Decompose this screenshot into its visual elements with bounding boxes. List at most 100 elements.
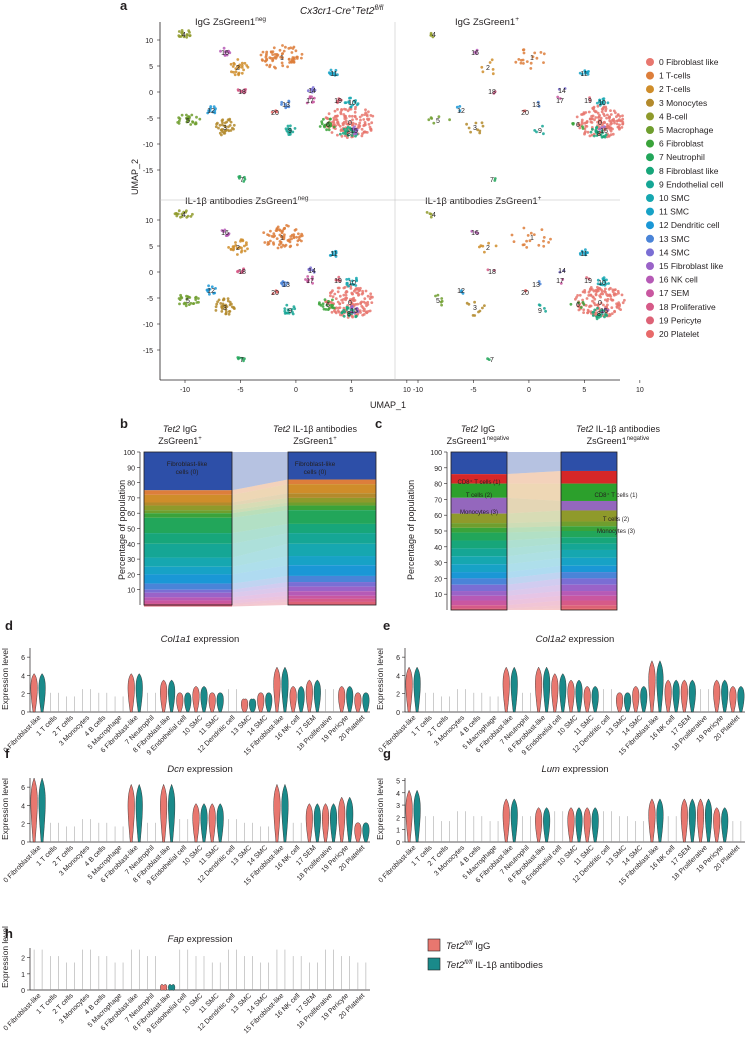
umap-point (603, 125, 606, 128)
umap-point (600, 129, 604, 133)
umap-point (184, 302, 188, 305)
umap-point (280, 230, 284, 234)
umap-point (357, 293, 361, 296)
stack-segment (288, 510, 376, 524)
umap-point (488, 61, 492, 64)
umap-cluster-number: 5 (436, 118, 440, 125)
umap-point (327, 112, 331, 116)
umap-point (194, 295, 198, 299)
stack-segment (451, 474, 507, 484)
violin-tick-label: 4 (396, 791, 400, 798)
umap-point (285, 224, 288, 227)
umap-legend-label: 19 Pericyte (659, 315, 702, 325)
umap-point (359, 301, 363, 305)
umap-point (285, 311, 288, 315)
stack-tick-label: 30 (434, 561, 442, 568)
stack-tick-label: 80 (127, 481, 135, 488)
umap-cluster-number: 10 (348, 100, 356, 107)
umap-point (311, 281, 314, 285)
stack-segment (451, 523, 507, 528)
stack-flow (507, 470, 561, 484)
umap-point (606, 309, 610, 312)
umap-cluster-number: 10 (598, 280, 606, 287)
umap-point (342, 308, 346, 312)
panel-c-left-title: Tet2 IgG (461, 424, 495, 434)
umap-point (437, 115, 441, 119)
umap-point (549, 237, 552, 241)
umap-legend-dot (646, 262, 654, 270)
umap-point (291, 310, 294, 314)
umap-point (342, 306, 346, 310)
umap-cluster-number: 2 (486, 65, 490, 72)
stack-segment (561, 483, 617, 501)
stack-flow (232, 556, 288, 575)
umap-point (322, 307, 326, 311)
umap-point (601, 283, 604, 287)
stack-segment (561, 510, 617, 522)
umap-point (598, 127, 602, 131)
violin-tick-label: 0 (396, 710, 400, 717)
umap-point (223, 121, 227, 125)
umap-point (621, 117, 625, 121)
umap-point (581, 298, 584, 302)
stack-flow (232, 591, 288, 601)
umap-x-tick-label: 0 (527, 387, 531, 394)
umap-cluster-number: 12 (207, 108, 215, 115)
stack-segment (288, 497, 376, 503)
umap-point (238, 176, 241, 180)
umap-point (576, 304, 580, 308)
umap-point (345, 290, 349, 294)
umap-point (231, 248, 235, 252)
violin-shape (176, 692, 184, 713)
umap-point (425, 211, 429, 214)
violin-shape (281, 783, 289, 843)
umap-point (351, 126, 355, 130)
stack-tick-label: 40 (127, 542, 135, 549)
umap-point (594, 311, 598, 315)
umap-point (347, 284, 350, 288)
umap-point (601, 131, 604, 135)
stack-tick-label: 50 (127, 527, 135, 534)
umap-main-title: Cx3cr1-Cre+Tet2fl/fl (300, 5, 384, 17)
umap-y-tick-label: 5 (149, 64, 153, 71)
umap-point (517, 58, 521, 61)
umap-y-tick-label: -5 (147, 296, 153, 303)
umap-point (429, 116, 433, 119)
umap-point (218, 123, 222, 127)
violin-shape (362, 692, 370, 713)
umap-point (282, 227, 286, 231)
stack-border (450, 451, 508, 611)
umap-point (353, 107, 357, 111)
umap-point (296, 243, 299, 247)
violin-title-gene: Col1a2 (536, 634, 567, 645)
umap-point (458, 109, 462, 113)
umap-point (336, 121, 339, 125)
umap-point (189, 215, 193, 218)
violin-shape (168, 984, 176, 991)
umap-point (207, 109, 211, 112)
stack-segment (561, 470, 617, 484)
umap-point (599, 133, 603, 137)
umap-point (331, 250, 335, 254)
umap-point (583, 290, 587, 294)
umap-cluster-number: 6 (576, 302, 580, 309)
umap-point (212, 105, 216, 109)
violin-shape (168, 783, 176, 843)
umap-point (344, 132, 347, 136)
umap-y-tick-label: -5 (147, 116, 153, 123)
umap-point (348, 96, 351, 100)
stack-flow (232, 510, 288, 534)
umap-point (585, 276, 588, 279)
umap-point (240, 71, 244, 75)
umap-point (603, 307, 607, 311)
umap-point (341, 310, 344, 314)
umap-point (608, 115, 611, 119)
umap-point (223, 306, 227, 309)
umap-point (349, 287, 353, 290)
legend-swatch-igg (427, 938, 441, 952)
umap-point (287, 105, 291, 109)
umap-point (362, 309, 366, 313)
umap-point (287, 47, 291, 50)
stack-segment (561, 591, 617, 596)
